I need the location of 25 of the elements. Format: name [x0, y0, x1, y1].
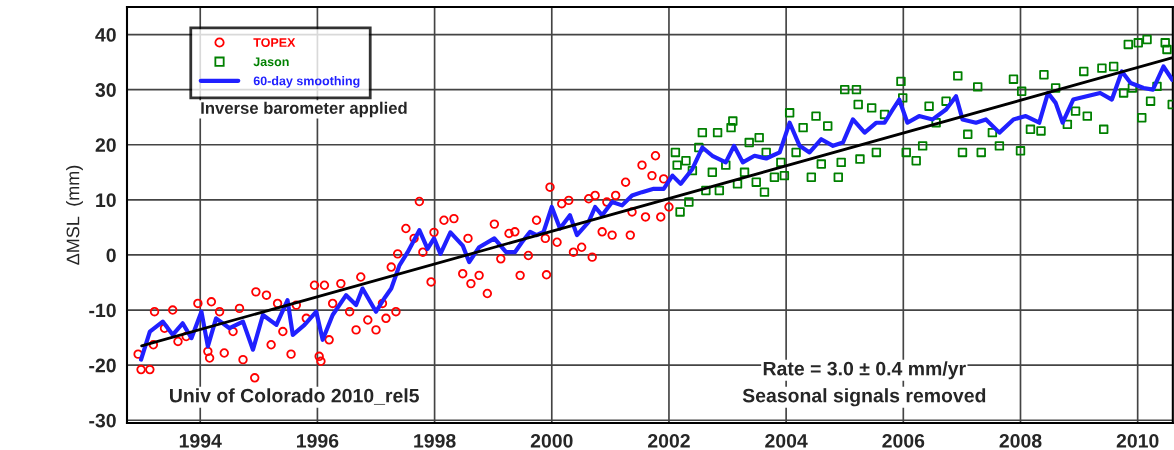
x-tick-label: 2010 — [1116, 433, 1159, 448]
annotation: Seasonal signals removed — [742, 388, 986, 407]
y-tick-label: -20 — [89, 358, 116, 373]
y-tick-label: 40 — [95, 28, 116, 42]
annotation: Rate = 3.0 ± 0.4 mm/yr — [763, 361, 966, 380]
y-tick-label: 0 — [106, 248, 116, 263]
x-tick-label: 2004 — [765, 433, 808, 448]
y-tick-label: -30 — [89, 413, 116, 428]
y-tick-label: 10 — [96, 193, 116, 208]
x-tick-label: 2002 — [648, 433, 690, 448]
legend-label: Jason — [253, 57, 289, 67]
annotation: Univ of Colorado 2010_rel5 — [170, 388, 419, 405]
legend-label: 60-day smoothing — [253, 76, 360, 88]
x-tick-label: 1994 — [179, 433, 222, 448]
legend-label: TOPEX — [253, 38, 296, 47]
x-tick-label: 2000 — [530, 433, 573, 448]
y-tick-label: 20 — [95, 138, 116, 152]
x-tick-label: 2006 — [882, 433, 925, 448]
x-tick-label: 2008 — [999, 433, 1042, 448]
x-tick-label: 1996 — [297, 433, 339, 448]
y-axis-title: ΔMSL (mm) — [66, 165, 83, 265]
annotation: Inverse barometer applied — [201, 101, 407, 118]
y-tick-label: -10 — [89, 303, 116, 318]
x-tick-label: 1998 — [414, 433, 456, 448]
y-tick-label: 30 — [95, 83, 116, 97]
